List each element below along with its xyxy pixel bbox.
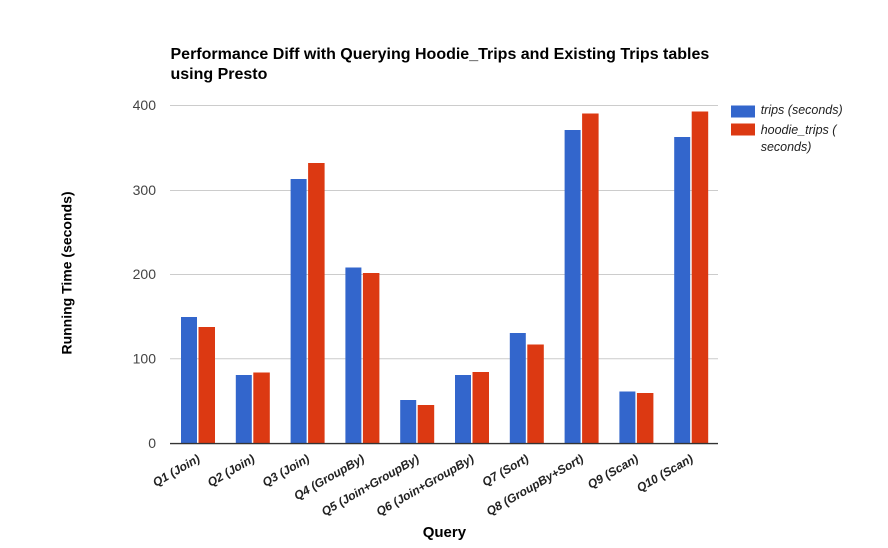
svg-text:seconds): seconds) <box>761 140 812 154</box>
svg-text:trips (seconds): trips (seconds) <box>761 103 843 117</box>
svg-text:using Presto: using Presto <box>171 66 268 83</box>
svg-text:Query: Query <box>423 524 467 541</box>
svg-text:200: 200 <box>133 266 157 282</box>
svg-text:0: 0 <box>148 435 156 451</box>
svg-text:Running Time (seconds): Running Time (seconds) <box>59 191 75 354</box>
svg-text:hoodie_trips (: hoodie_trips ( <box>761 123 839 137</box>
svg-text:100: 100 <box>133 351 157 367</box>
svg-text:Performance Diff with Querying: Performance Diff with Querying Hoodie_Tr… <box>171 46 710 63</box>
svg-text:300: 300 <box>133 182 157 198</box>
svg-text:400: 400 <box>133 97 157 113</box>
